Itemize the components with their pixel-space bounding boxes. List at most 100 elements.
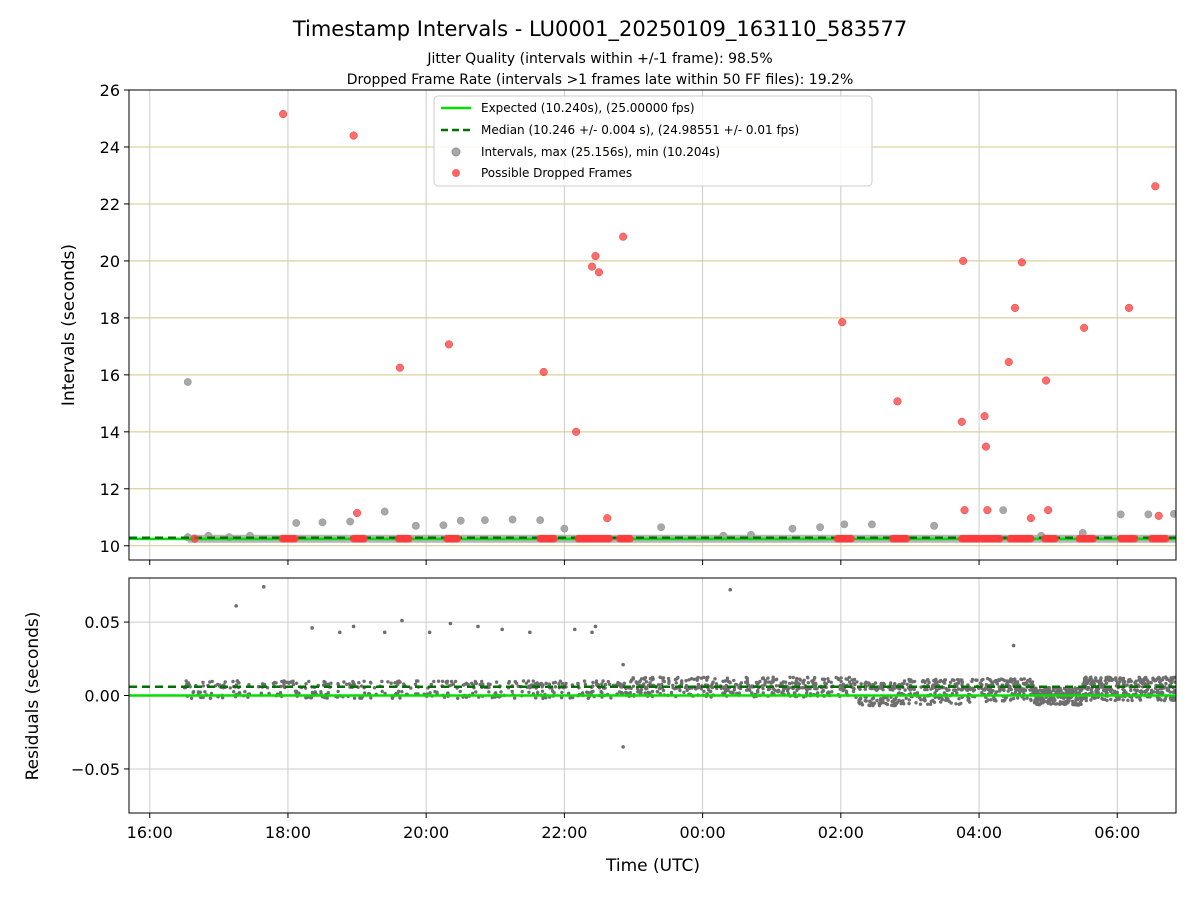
residual-point-3-72	[902, 702, 906, 706]
residual-point-0-337	[528, 684, 532, 688]
residual-point-6-257	[1103, 679, 1108, 683]
dropped-frame-cluster-7-8	[847, 534, 855, 543]
residual-point-1-395	[781, 689, 785, 693]
residual-point-1-392	[771, 675, 775, 679]
residual-point-1-157	[838, 687, 842, 691]
residual-point-1-408	[710, 685, 715, 690]
residual-point-0-218	[342, 680, 346, 684]
interval-point-22	[868, 520, 876, 529]
residual-point-5-172	[1052, 696, 1056, 700]
dropped-frame-cluster-14-8	[1130, 534, 1139, 543]
residual-point-3-80	[932, 700, 937, 704]
residual-point-6-167	[1107, 678, 1111, 683]
residual-point-2-13	[870, 697, 874, 701]
residual-point-1-229	[776, 690, 780, 694]
residual-point-1-340	[722, 685, 727, 689]
residual-point-1-71	[684, 679, 688, 683]
residual-point-3-152	[904, 696, 908, 700]
residual-point-1-77	[619, 691, 623, 695]
residual-point-3-167	[901, 699, 905, 703]
residual-point-3-81	[899, 701, 903, 706]
legend-median-label: Median (10.246 +/- 0.004 s), (24.98551 +…	[481, 123, 799, 137]
interval-point-19	[788, 524, 797, 533]
interval-point-27	[1116, 510, 1125, 519]
residual-point-6-180	[1129, 688, 1133, 693]
residual-point-6-278	[1110, 688, 1114, 692]
residual-point-6-128	[1133, 688, 1137, 692]
residual-point-1-382	[728, 681, 732, 685]
intervals-ytick-label-0: 10	[100, 537, 120, 556]
residual-point-3-84	[902, 679, 907, 683]
residual-point-6-202	[1161, 676, 1165, 680]
intervals-panel: 10 12 14 16 18 20 22 24 26 Intervals (seconds) E…	[59, 81, 1177, 565]
residual-point-0-315	[348, 682, 352, 687]
residual-point-6-279	[1107, 675, 1112, 679]
dropped-frame-cluster-3-6	[453, 534, 462, 543]
dropped-frame-point-4	[395, 363, 404, 372]
residual-point-0-249	[325, 696, 329, 700]
residual-point-1-274	[629, 680, 633, 684]
residual-point-1-326	[696, 682, 701, 687]
residual-point-6-283	[1118, 677, 1122, 681]
residual-point-0-363	[237, 681, 241, 685]
residual-point-1-164	[732, 688, 737, 692]
residual-point-2-43	[867, 703, 871, 707]
interval-point-15	[560, 524, 569, 533]
interval-point-23	[930, 521, 939, 530]
residual-point-0-415	[278, 691, 283, 695]
residual-point-3-150	[910, 680, 915, 684]
residual-point-0-408	[553, 685, 558, 689]
residual-point-3-65	[949, 701, 953, 705]
residual-outlier-18	[1011, 643, 1016, 648]
residual-point-0-301	[586, 691, 591, 695]
interval-point-14	[536, 516, 545, 525]
residual-point-3-172	[956, 687, 961, 691]
chart-subtitle-jitter: Jitter Quality (intervals within +/-1 fr…	[426, 51, 772, 67]
residual-point-5-161	[1064, 702, 1068, 706]
residual-point-0-312	[609, 696, 613, 700]
residual-point-0-111	[389, 681, 393, 685]
residual-point-6-272	[1084, 698, 1089, 703]
residual-point-0-357	[282, 681, 286, 686]
interval-point-12	[481, 516, 489, 525]
residual-point-0-128	[279, 684, 283, 689]
legend-dropped-swatch	[452, 169, 460, 177]
residual-point-3-157	[970, 677, 975, 682]
residual-point-1-86	[666, 676, 671, 681]
residual-outlier-0	[234, 604, 238, 608]
dropped-frame-point-28	[1124, 303, 1134, 312]
residual-point-4-142	[1018, 690, 1022, 694]
residual-point-6-159	[1090, 690, 1094, 694]
residual-point-6-260	[1161, 691, 1165, 695]
residual-point-6-230	[1128, 677, 1132, 682]
residual-point-1-393	[698, 685, 702, 689]
residual-point-4-136	[1029, 687, 1034, 692]
residual-point-1-404	[708, 690, 712, 694]
residual-point-5-139	[1034, 701, 1039, 706]
legend-expected-label: Expected (10.240s), (25.00000 fps)	[481, 101, 695, 115]
residual-point-0-374	[433, 690, 437, 694]
residual-point-1-141	[773, 688, 777, 693]
interval-point-5	[292, 519, 301, 527]
residual-outlier-16	[621, 662, 625, 667]
residual-point-2-65	[863, 687, 867, 691]
residual-point-3-170	[974, 678, 978, 682]
residuals-ytick-label-2: 0.05	[84, 613, 120, 632]
residual-point-1-21	[643, 691, 647, 695]
residual-point-1-295	[705, 675, 709, 680]
residual-point-0-322	[464, 681, 469, 685]
residual-point-0-309	[540, 685, 544, 689]
residual-point-5-111	[1038, 688, 1042, 692]
residual-point-1-414	[839, 679, 843, 684]
residual-point-1-246	[745, 681, 750, 685]
residual-point-3-173	[954, 702, 958, 706]
residual-point-0-270	[558, 679, 562, 683]
intervals-ytick-label-8: 26	[100, 81, 120, 100]
chart-title: Timestamp Intervals - LU0001_20250109_16…	[292, 17, 907, 42]
residual-point-1-348	[785, 689, 790, 693]
residual-point-6-256	[1168, 678, 1173, 682]
residual-point-6-266	[1113, 698, 1118, 703]
residual-point-0-132	[583, 682, 588, 686]
dropped-frame-point-16	[959, 256, 968, 265]
residual-point-3-129	[927, 680, 931, 685]
